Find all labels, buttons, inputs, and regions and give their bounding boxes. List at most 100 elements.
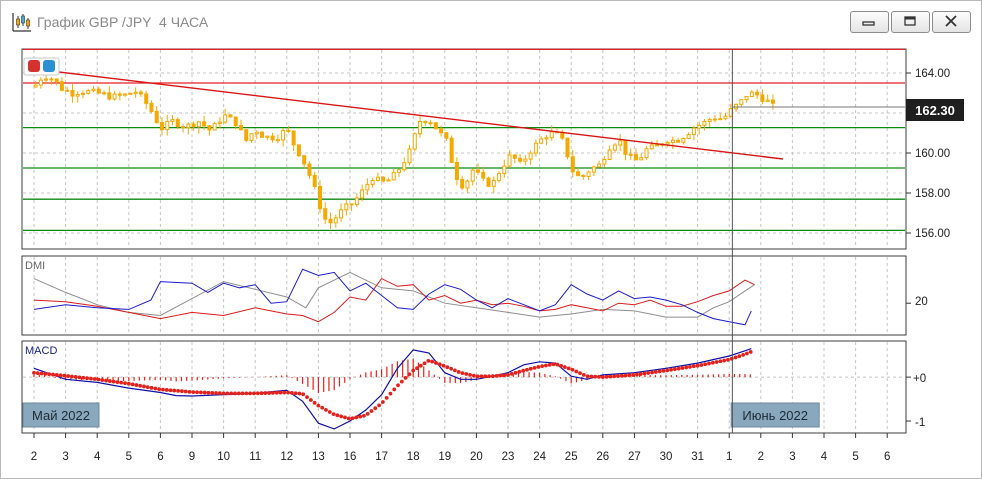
macd-signal-dot bbox=[62, 373, 67, 378]
candle-body bbox=[170, 119, 175, 122]
candle-body bbox=[707, 119, 712, 122]
x-tick-label: 4 bbox=[94, 451, 101, 463]
macd-signal-dot bbox=[453, 368, 457, 373]
macd-signal-dot bbox=[51, 372, 55, 377]
macd-signal-dot bbox=[407, 372, 412, 377]
macd-signal-dot bbox=[297, 391, 302, 396]
macd-signal-dot bbox=[73, 375, 78, 379]
candle-body bbox=[697, 124, 702, 129]
candle-body bbox=[91, 88, 96, 92]
macd-signal-dot bbox=[210, 390, 215, 395]
macd-signal-dot bbox=[741, 353, 746, 357]
macd-signal-dot bbox=[380, 400, 385, 404]
plus-di-line bbox=[33, 268, 752, 326]
macd-signal-dot bbox=[494, 373, 499, 378]
candle-body bbox=[112, 93, 117, 100]
candlestick-chart-icon bbox=[12, 13, 31, 32]
candle-body bbox=[702, 120, 707, 126]
macd-signal-dot bbox=[54, 373, 59, 377]
macd-signal-dot bbox=[570, 367, 575, 372]
macd-signal-dot bbox=[339, 414, 344, 419]
macd-signal-dot bbox=[248, 391, 253, 396]
candle-body bbox=[312, 174, 317, 187]
x-tick-label: 30 bbox=[660, 451, 673, 463]
candle-body bbox=[770, 99, 775, 104]
candle-body bbox=[286, 129, 291, 132]
candle-body bbox=[339, 209, 344, 219]
candle-body bbox=[307, 163, 312, 176]
candle-body bbox=[591, 166, 596, 173]
blue-swatch-button[interactable] bbox=[43, 60, 55, 72]
current-price: 162.30 bbox=[915, 103, 955, 118]
macd-signal-dot bbox=[206, 390, 211, 395]
macd-signal-dot bbox=[475, 374, 480, 379]
candle-body bbox=[86, 90, 91, 94]
candle-body bbox=[481, 171, 486, 179]
candle-body bbox=[365, 183, 370, 191]
minimize-button[interactable] bbox=[850, 11, 889, 33]
macd-signal-dot bbox=[604, 374, 609, 379]
candle-body bbox=[428, 122, 433, 125]
x-tick-label: 23 bbox=[502, 451, 515, 463]
candle-body bbox=[275, 139, 280, 142]
macd-signal-dot bbox=[449, 366, 454, 371]
macd-signal-dot bbox=[468, 372, 472, 377]
macd-signal-dot bbox=[581, 372, 586, 377]
candle-body bbox=[196, 121, 201, 128]
macd-signal-dot bbox=[445, 365, 450, 370]
candle-body bbox=[38, 79, 43, 86]
price-tick-label: 160.00 bbox=[915, 148, 950, 160]
candle-body bbox=[728, 108, 733, 117]
window-title: График GBP /JPY 4 ЧАСА bbox=[37, 14, 209, 30]
candle-body bbox=[102, 92, 107, 95]
macd-signal-dot bbox=[111, 379, 116, 384]
macd-signal-dot bbox=[547, 362, 552, 367]
red-swatch-button[interactable] bbox=[28, 60, 40, 72]
macd-signal-dot bbox=[672, 367, 677, 372]
candle-body bbox=[70, 90, 75, 97]
macd-signal-dot bbox=[100, 378, 105, 382]
close-button[interactable] bbox=[932, 11, 971, 33]
color-toggle-buttons[interactable] bbox=[23, 57, 60, 76]
macd-signal-dot bbox=[198, 390, 203, 395]
candle-body bbox=[270, 135, 275, 141]
macd-signal-dot bbox=[278, 390, 283, 395]
candle-body bbox=[681, 137, 686, 143]
dmi-grid bbox=[33, 257, 911, 334]
macd-signal-dot bbox=[411, 368, 416, 373]
x-tick-label: 3 bbox=[789, 451, 795, 463]
macd-signal-dot bbox=[362, 413, 366, 418]
candle-body bbox=[676, 139, 681, 143]
macd-signal-dot bbox=[176, 388, 180, 393]
macd-signal-dot bbox=[456, 370, 461, 374]
candle-body bbox=[497, 173, 502, 181]
candle-body bbox=[528, 152, 533, 160]
macd-signal-dot bbox=[267, 391, 272, 395]
restore-button[interactable] bbox=[891, 11, 930, 33]
macd-signal-dot bbox=[650, 370, 654, 375]
candle-body bbox=[539, 138, 544, 144]
candle-body bbox=[33, 84, 38, 88]
macd-signal-dot bbox=[202, 390, 207, 395]
candle-body bbox=[470, 169, 475, 182]
macd-signal-dot bbox=[676, 366, 681, 371]
x-tick-label: 5 bbox=[852, 451, 858, 463]
macd-signal-dot bbox=[661, 368, 666, 373]
candle-body bbox=[107, 92, 112, 100]
candle-body bbox=[760, 94, 765, 102]
macd-signal-dot bbox=[597, 375, 601, 379]
macd-signal-dot bbox=[255, 391, 260, 396]
macd-signal-dot bbox=[153, 386, 158, 391]
title-bar[interactable]: График GBP /JPY 4 ЧАСА bbox=[1, 1, 981, 41]
x-tick-label: 2 bbox=[758, 451, 764, 463]
candle-body bbox=[686, 134, 691, 139]
macd-signal-dot bbox=[96, 377, 101, 382]
macd-signal-dot bbox=[350, 416, 355, 421]
restore-icon bbox=[904, 16, 916, 26]
macd-signal-dot bbox=[104, 378, 108, 383]
dmi-pane[interactable]: DMI 20 bbox=[21, 255, 928, 336]
macd-signal-dot bbox=[619, 373, 624, 378]
candle-body bbox=[349, 203, 354, 206]
